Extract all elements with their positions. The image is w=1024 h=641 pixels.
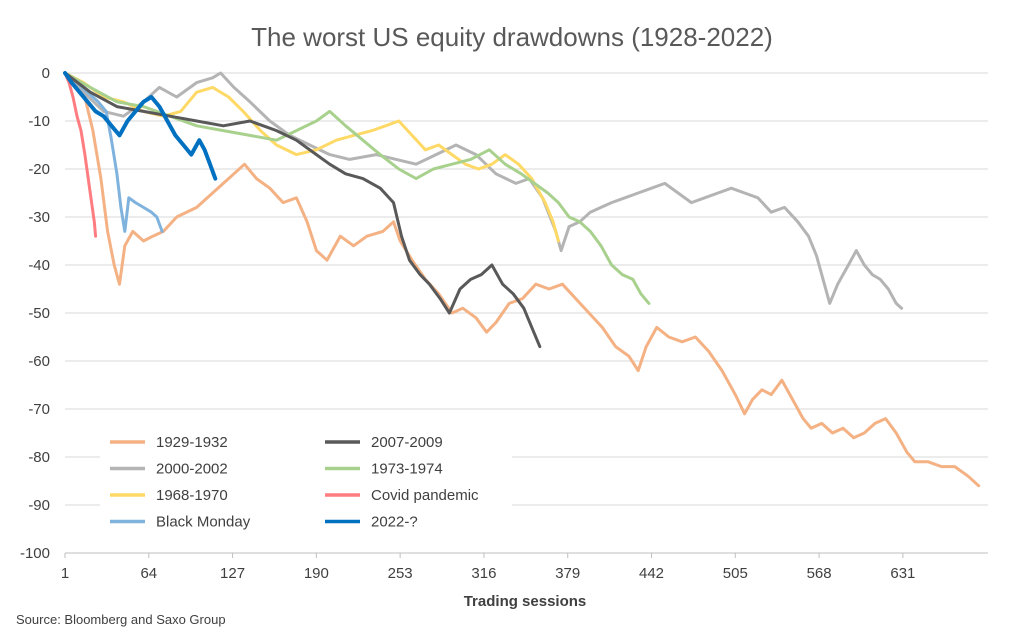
x-tick-label: 1: [61, 565, 69, 582]
series-line-2022: [63, 71, 218, 181]
x-axis-label: Trading sessions: [464, 593, 587, 610]
y-tick-label: -90: [28, 497, 50, 514]
series-line-2007-2009: [63, 71, 542, 349]
x-tick-label: 64: [140, 565, 157, 582]
y-tick-label: -20: [28, 161, 50, 178]
legend: 1929-1932 2007-2009 2000-2002 1973-1974 1968…: [100, 426, 512, 538]
series-line-1973-1974: [63, 71, 651, 305]
legend-label: Covid pandemic: [371, 487, 479, 504]
series-line-1968-1970: [63, 71, 560, 243]
y-tick-label: -70: [28, 401, 50, 418]
x-tick-label: 253: [388, 565, 413, 582]
chart-title: The worst US equity drawdowns (1928-2022…: [251, 22, 773, 52]
axes: 0 -10 -20 -30 -40 -50 -60 -70 -80 -90 -100 1 64 127 19…: [20, 65, 915, 582]
y-tick-label: -80: [28, 449, 50, 466]
series-line-1929-1932: [63, 71, 981, 488]
legend-label: 2022-?: [371, 514, 418, 531]
series-line-black-monday: [63, 71, 164, 233]
legend-label: Black Monday: [156, 514, 251, 531]
y-tick-label: -100: [20, 545, 50, 562]
y-tick-label: -30: [28, 209, 50, 226]
x-tick-label: 127: [220, 565, 245, 582]
x-tick-label: 190: [304, 565, 329, 582]
legend-label: 1929-1932: [156, 434, 228, 451]
y-tick-label: 0: [42, 65, 50, 82]
y-tick-label: -10: [28, 113, 50, 130]
x-tick-label: 379: [555, 565, 580, 582]
legend-label: 2007-2009: [371, 434, 443, 451]
legend-label: 1968-1970: [156, 487, 228, 504]
x-tick-label: 505: [723, 565, 748, 582]
x-tick-label: 442: [639, 565, 664, 582]
legend-box: [100, 426, 512, 538]
x-tick-label: 568: [807, 565, 832, 582]
legend-label: 2000-2002: [156, 461, 228, 478]
series-lines: [63, 71, 981, 488]
legend-label: 1973-1974: [371, 461, 443, 478]
source-note: Source: Bloomberg and Saxo Group: [16, 612, 226, 627]
y-tick-label: -50: [28, 305, 50, 322]
x-tick-label: 316: [471, 565, 496, 582]
series-line-covid-pandemic: [63, 71, 98, 238]
x-tick-label: 631: [890, 565, 915, 582]
y-tick-label: -60: [28, 353, 50, 370]
y-tick-label: -40: [28, 257, 50, 274]
